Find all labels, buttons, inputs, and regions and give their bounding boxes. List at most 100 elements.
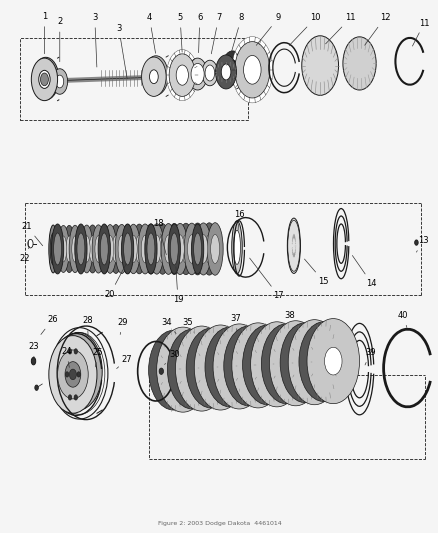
Ellipse shape xyxy=(164,235,172,263)
Text: 28: 28 xyxy=(82,316,92,335)
Ellipse shape xyxy=(69,225,81,273)
Ellipse shape xyxy=(54,236,60,262)
Ellipse shape xyxy=(72,236,78,262)
Ellipse shape xyxy=(141,57,166,96)
Ellipse shape xyxy=(287,218,300,273)
Ellipse shape xyxy=(149,70,158,84)
Ellipse shape xyxy=(151,69,160,83)
Ellipse shape xyxy=(65,372,69,377)
Ellipse shape xyxy=(222,51,243,85)
Ellipse shape xyxy=(53,233,61,265)
Ellipse shape xyxy=(54,333,102,410)
Text: 13: 13 xyxy=(416,237,427,252)
Text: 15: 15 xyxy=(304,259,328,286)
Text: 39: 39 xyxy=(364,348,375,365)
Ellipse shape xyxy=(279,323,329,402)
Ellipse shape xyxy=(201,223,217,275)
Ellipse shape xyxy=(118,236,125,262)
Ellipse shape xyxy=(141,235,148,263)
Ellipse shape xyxy=(170,235,178,263)
Ellipse shape xyxy=(324,348,341,375)
Ellipse shape xyxy=(227,60,237,76)
Ellipse shape xyxy=(166,50,198,101)
Ellipse shape xyxy=(68,349,71,354)
Ellipse shape xyxy=(74,224,87,274)
Text: 8: 8 xyxy=(231,13,244,53)
Ellipse shape xyxy=(50,233,56,265)
Ellipse shape xyxy=(189,223,205,275)
Ellipse shape xyxy=(120,224,134,273)
Ellipse shape xyxy=(124,233,131,265)
Ellipse shape xyxy=(194,325,246,410)
Ellipse shape xyxy=(174,356,191,383)
Text: 34: 34 xyxy=(160,318,176,334)
Ellipse shape xyxy=(205,65,214,81)
Ellipse shape xyxy=(275,346,297,381)
Ellipse shape xyxy=(187,58,207,90)
Text: 5: 5 xyxy=(177,13,182,52)
Ellipse shape xyxy=(103,224,117,273)
Ellipse shape xyxy=(207,223,223,275)
Ellipse shape xyxy=(147,233,155,265)
Ellipse shape xyxy=(68,395,71,400)
Text: 19: 19 xyxy=(172,266,183,304)
Ellipse shape xyxy=(201,60,217,86)
Text: 37: 37 xyxy=(230,314,241,330)
Text: Figure 2: 2003 Dodge Dakota  4461014: Figure 2: 2003 Dodge Dakota 4461014 xyxy=(157,521,281,526)
Ellipse shape xyxy=(69,369,76,379)
Ellipse shape xyxy=(56,75,64,88)
Ellipse shape xyxy=(95,236,102,262)
Ellipse shape xyxy=(205,327,254,407)
Ellipse shape xyxy=(75,225,87,273)
Ellipse shape xyxy=(230,353,247,380)
Ellipse shape xyxy=(187,235,196,263)
Ellipse shape xyxy=(39,70,50,88)
Ellipse shape xyxy=(191,224,203,274)
Ellipse shape xyxy=(86,225,99,273)
Text: 14: 14 xyxy=(352,255,376,288)
Ellipse shape xyxy=(215,55,236,89)
Ellipse shape xyxy=(40,69,51,87)
Text: 40: 40 xyxy=(397,311,408,328)
Ellipse shape xyxy=(288,320,340,405)
Ellipse shape xyxy=(57,350,88,399)
Text: 10: 10 xyxy=(289,13,320,45)
Ellipse shape xyxy=(78,236,84,262)
Ellipse shape xyxy=(221,64,230,80)
Ellipse shape xyxy=(149,224,163,274)
Ellipse shape xyxy=(342,37,375,90)
Ellipse shape xyxy=(167,329,217,409)
Ellipse shape xyxy=(74,395,78,400)
Ellipse shape xyxy=(115,224,128,273)
Text: 38: 38 xyxy=(283,311,294,329)
Ellipse shape xyxy=(261,324,311,403)
Text: 11: 11 xyxy=(412,19,428,46)
Ellipse shape xyxy=(305,349,322,376)
Text: 16: 16 xyxy=(233,210,244,230)
Ellipse shape xyxy=(210,235,219,263)
Ellipse shape xyxy=(269,321,321,406)
Ellipse shape xyxy=(98,224,110,274)
Ellipse shape xyxy=(126,224,140,274)
Text: 3: 3 xyxy=(92,13,97,67)
Ellipse shape xyxy=(77,233,85,265)
Text: 17: 17 xyxy=(249,258,283,300)
Ellipse shape xyxy=(193,355,210,382)
Ellipse shape xyxy=(250,322,303,407)
Ellipse shape xyxy=(124,236,131,263)
Text: 36: 36 xyxy=(269,347,283,361)
Ellipse shape xyxy=(65,362,81,387)
Ellipse shape xyxy=(199,235,207,263)
Ellipse shape xyxy=(98,225,110,273)
Ellipse shape xyxy=(106,236,113,262)
Text: 20: 20 xyxy=(105,264,126,298)
Ellipse shape xyxy=(176,235,184,263)
Ellipse shape xyxy=(211,354,229,381)
Ellipse shape xyxy=(148,330,198,410)
Ellipse shape xyxy=(92,225,105,273)
Ellipse shape xyxy=(100,233,108,265)
Ellipse shape xyxy=(286,350,304,377)
Ellipse shape xyxy=(166,223,181,274)
Text: 30: 30 xyxy=(164,350,180,365)
Ellipse shape xyxy=(52,69,67,94)
